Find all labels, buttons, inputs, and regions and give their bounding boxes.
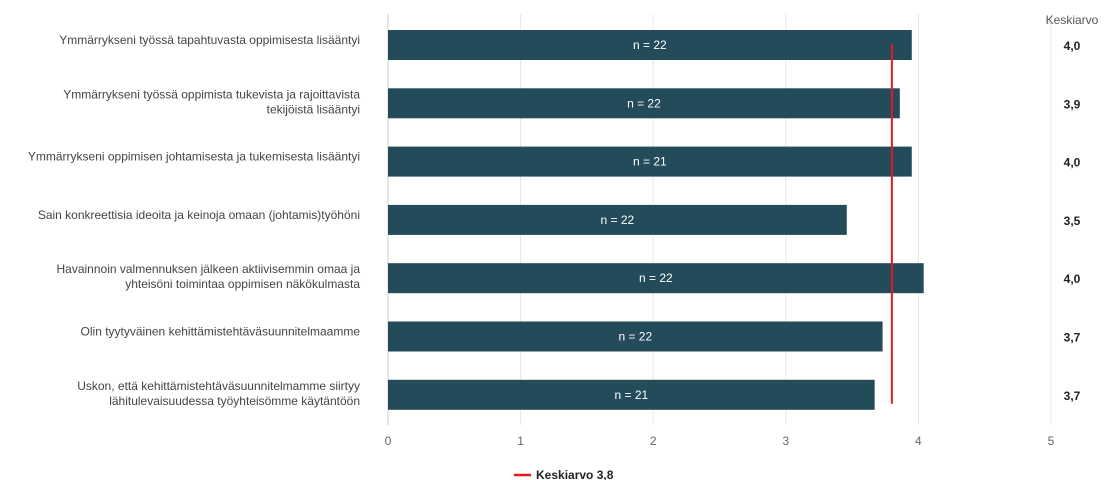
x-tick-label: 0	[385, 434, 392, 448]
category-label: Uskon, että kehittämistehtäväsuunnitelma…	[77, 379, 360, 408]
bar-n-label: n = 22	[618, 330, 652, 344]
bar	[388, 321, 883, 352]
category-label: Ymmärrykseni oppimisen johtamisesta ja t…	[28, 150, 360, 164]
bar-n-label: n = 22	[633, 38, 667, 52]
mean-value: 4,0	[1064, 156, 1081, 170]
legend-label: Keskiarvo 3,8	[536, 468, 614, 480]
category-label-line: yhteisöni toimintaa oppimisen näkökulmas…	[125, 277, 360, 291]
bar-n-label: n = 21	[633, 155, 667, 169]
x-tick-label: 1	[517, 434, 524, 448]
mean-value: 4,0	[1064, 272, 1081, 286]
bar-n-label: n = 22	[627, 96, 661, 110]
bar	[388, 379, 875, 410]
category-label: Havainnoin valmennuksen jälkeen aktiivis…	[57, 262, 361, 291]
mean-value: 3,7	[1064, 389, 1081, 403]
mean-value: 3,5	[1064, 214, 1081, 228]
category-label: Sain konkreettisia ideoita ja keinoja om…	[38, 208, 360, 222]
category-label: Olin tyytyväinen kehittämistehtäväsuunni…	[81, 325, 361, 339]
category-label-line: Sain konkreettisia ideoita ja keinoja om…	[38, 208, 360, 222]
x-tick-label: 2	[650, 434, 657, 448]
x-tick-label: 4	[915, 434, 922, 448]
category-label-line: Uskon, että kehittämistehtäväsuunnitelma…	[77, 379, 360, 393]
x-tick-label: 3	[782, 434, 789, 448]
category-label-line: Ymmärrykseni työssä tapahtuvasta oppimis…	[59, 33, 360, 47]
mean-value: 3,9	[1064, 97, 1081, 111]
category-label-line: Olin tyytyväinen kehittämistehtäväsuunni…	[81, 325, 361, 339]
category-label-line: Ymmärrykseni oppimisen johtamisesta ja t…	[28, 150, 360, 164]
bar	[388, 146, 912, 177]
category-label-line: Ymmärrykseni työssä oppimista tukevista …	[63, 87, 360, 101]
bar	[388, 263, 924, 294]
category-label: Ymmärrykseni työssä tapahtuvasta oppimis…	[59, 33, 360, 47]
bar-n-label: n = 22	[601, 213, 635, 227]
mean-value: 3,7	[1064, 331, 1081, 345]
bar-n-label: n = 22	[639, 271, 673, 285]
category-label-line: Havainnoin valmennuksen jälkeen aktiivis…	[57, 262, 361, 276]
mean-value: 4,0	[1064, 39, 1081, 53]
bar-n-label: n = 21	[614, 388, 648, 402]
bar	[388, 30, 912, 60]
x-tick-label: 5	[1048, 434, 1055, 448]
bar	[388, 204, 847, 235]
legend: Keskiarvo 3,8	[514, 468, 614, 480]
mean-column-header: Keskiarvo	[1046, 13, 1099, 27]
category-label-line: lähitulevaisuudessa työyhteisömme käytän…	[109, 394, 360, 408]
bar	[388, 88, 900, 119]
category-label: Ymmärrykseni työssä oppimista tukevista …	[63, 87, 360, 116]
category-label-line: tekijöistä lisääntyi	[267, 102, 360, 116]
